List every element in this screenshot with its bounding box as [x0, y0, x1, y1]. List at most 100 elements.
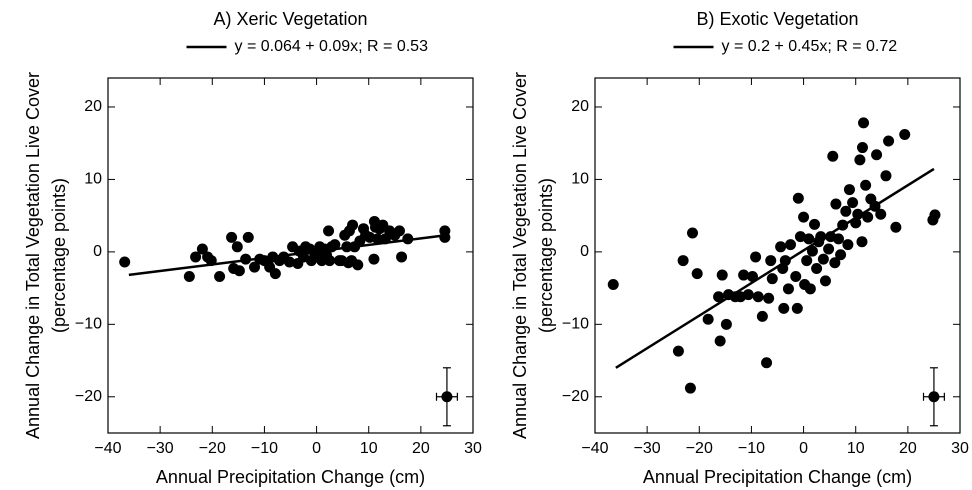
data-point: [702, 313, 714, 325]
data-point: [782, 283, 794, 295]
plot-frame: [594, 77, 961, 434]
data-point: [713, 291, 725, 303]
data-point: [840, 205, 852, 217]
x-tick-label: 20: [412, 440, 430, 457]
x-tick-label: −20: [686, 440, 713, 457]
data-point: [607, 278, 619, 290]
y-axis-label: Annual Change in Total Vegetation Live C…: [23, 72, 43, 439]
data-point: [778, 302, 790, 314]
data-point: [847, 197, 859, 209]
data-point: [871, 149, 883, 161]
data-point: [672, 345, 684, 357]
x-tick-label: −10: [251, 440, 278, 457]
data-point: [716, 269, 728, 281]
data-point: [393, 225, 405, 237]
x-axis-label: Annual Precipitation Change (cm): [156, 467, 425, 487]
chart-title: B) Exotic Vegetation: [696, 9, 858, 29]
data-point: [341, 241, 353, 253]
data-point: [242, 231, 254, 243]
data-point: [794, 231, 806, 243]
data-point: [860, 179, 872, 191]
x-tick-label: 20: [899, 440, 917, 457]
y-tick-label: −10: [75, 316, 102, 333]
data-point: [842, 239, 854, 251]
data-point: [843, 184, 855, 196]
data-point: [880, 170, 892, 182]
data-point: [829, 257, 841, 269]
data-point: [792, 192, 804, 204]
data-point: [837, 219, 849, 231]
data-point: [231, 241, 243, 253]
data-point: [756, 310, 768, 322]
data-point: [803, 233, 815, 245]
data-point: [761, 357, 773, 369]
x-tick-label: −40: [581, 440, 608, 457]
data-point: [372, 233, 384, 245]
data-point: [190, 251, 202, 263]
data-point: [827, 150, 839, 162]
data-point: [677, 255, 689, 267]
data-point: [858, 117, 870, 129]
data-point: [738, 269, 750, 281]
y-tick-label: 0: [93, 243, 102, 260]
data-point: [691, 268, 703, 280]
data-point: [343, 225, 355, 237]
data-point: [833, 233, 845, 245]
y-tick-label: −20: [75, 388, 102, 405]
data-point: [233, 265, 245, 277]
data-point: [899, 129, 911, 141]
fit-line: [615, 167, 935, 369]
data-point: [396, 251, 408, 263]
y-tick-label: 20: [84, 98, 102, 115]
y-tick-label: 10: [84, 171, 102, 188]
legend-label: y = 0.2 + 0.45x; R = 0.72: [722, 38, 898, 55]
data-point: [883, 135, 895, 147]
data-point: [890, 221, 902, 233]
y-axis-label: (percentage points): [536, 178, 556, 333]
data-point: [183, 271, 195, 283]
y-axis-label: Annual Change in Total Vegetation Live C…: [510, 72, 530, 439]
data-point: [752, 291, 764, 303]
data-point: [684, 382, 696, 394]
data-point: [439, 231, 451, 243]
data-point: [269, 268, 281, 280]
y-tick-label: 0: [580, 243, 589, 260]
y-tick-label: −10: [562, 316, 589, 333]
data-point: [226, 231, 238, 243]
data-point: [750, 251, 762, 263]
data-point: [875, 208, 887, 220]
y-tick-label: 20: [571, 98, 589, 115]
data-point: [798, 211, 810, 223]
x-tick-label: 0: [799, 440, 808, 457]
data-point: [205, 255, 217, 267]
data-point: [823, 243, 835, 255]
data-point: [323, 225, 335, 237]
data-point: [830, 198, 842, 210]
data-point: [714, 335, 726, 347]
x-tick-label: 30: [951, 440, 969, 457]
data-point: [324, 255, 336, 267]
data-point: [856, 236, 868, 248]
data-point: [720, 318, 732, 330]
plot-frame: [107, 77, 474, 434]
data-point: [402, 233, 414, 245]
y-axis-label: (percentage points): [49, 178, 69, 333]
data-point: [790, 271, 802, 283]
error-point: [441, 391, 453, 403]
data-point: [766, 273, 778, 285]
chart-title: A) Xeric Vegetation: [213, 9, 367, 29]
data-point: [785, 239, 797, 251]
x-tick-label: 10: [360, 440, 378, 457]
x-tick-label: −40: [94, 440, 121, 457]
x-tick-label: −30: [147, 440, 174, 457]
data-point: [283, 256, 295, 268]
x-tick-label: −30: [634, 440, 661, 457]
data-point: [869, 200, 881, 212]
legend-label: y = 0.064 + 0.09x; R = 0.53: [235, 38, 429, 55]
y-tick-label: −20: [562, 388, 589, 405]
data-point: [811, 263, 823, 275]
data-point: [763, 292, 775, 304]
data-point: [214, 271, 226, 283]
data-point: [119, 256, 131, 268]
data-point: [779, 255, 791, 267]
